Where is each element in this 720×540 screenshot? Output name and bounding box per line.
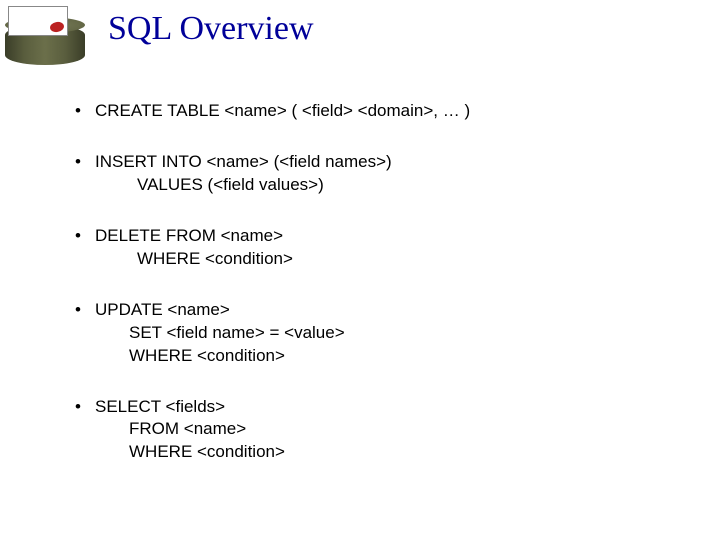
bullet-icon: • xyxy=(75,151,95,173)
list-item: • INSERT INTO <name> (<field names>) VAL… xyxy=(75,151,690,197)
list-item: • DELETE FROM <name> WHERE <condition> xyxy=(75,225,690,271)
item-line: DELETE FROM <name> xyxy=(95,226,283,245)
bullet-icon: • xyxy=(75,100,95,122)
list-item: • UPDATE <name> SET <field name> = <valu… xyxy=(75,299,690,368)
item-line: INSERT INTO <name> (<field names>) xyxy=(95,152,392,171)
slide-header: SQL Overview xyxy=(0,0,720,80)
item-text: INSERT INTO <name> (<field names>) VALUE… xyxy=(95,151,392,197)
item-line: UPDATE <name> xyxy=(95,300,230,319)
item-text: CREATE TABLE <name> ( <field> <domain>, … xyxy=(95,100,470,123)
item-line: SELECT <fields> xyxy=(95,397,225,416)
list-item: • CREATE TABLE <name> ( <field> <domain>… xyxy=(75,100,690,123)
item-line: WHERE <condition> xyxy=(95,248,293,271)
list-item: • SELECT <fields> FROM <name> WHERE <con… xyxy=(75,396,690,465)
slide-title: SQL Overview xyxy=(108,10,314,48)
item-line: WHERE <condition> xyxy=(95,441,285,464)
item-line: CREATE TABLE <name> ( <field> <domain>, … xyxy=(95,101,470,120)
database-label-card xyxy=(8,6,68,36)
database-icon xyxy=(0,0,90,70)
item-line: VALUES (<field values>) xyxy=(95,174,392,197)
bullet-icon: • xyxy=(75,225,95,247)
item-text: UPDATE <name> SET <field name> = <value>… xyxy=(95,299,345,368)
item-line: SET <field name> = <value> xyxy=(95,322,345,345)
item-text: DELETE FROM <name> WHERE <condition> xyxy=(95,225,293,271)
item-line: WHERE <condition> xyxy=(95,345,345,368)
slide-content: • CREATE TABLE <name> ( <field> <domain>… xyxy=(75,100,690,492)
item-text: SELECT <fields> FROM <name> WHERE <condi… xyxy=(95,396,285,465)
bullet-icon: • xyxy=(75,299,95,321)
item-line: FROM <name> xyxy=(95,418,285,441)
bullet-icon: • xyxy=(75,396,95,418)
